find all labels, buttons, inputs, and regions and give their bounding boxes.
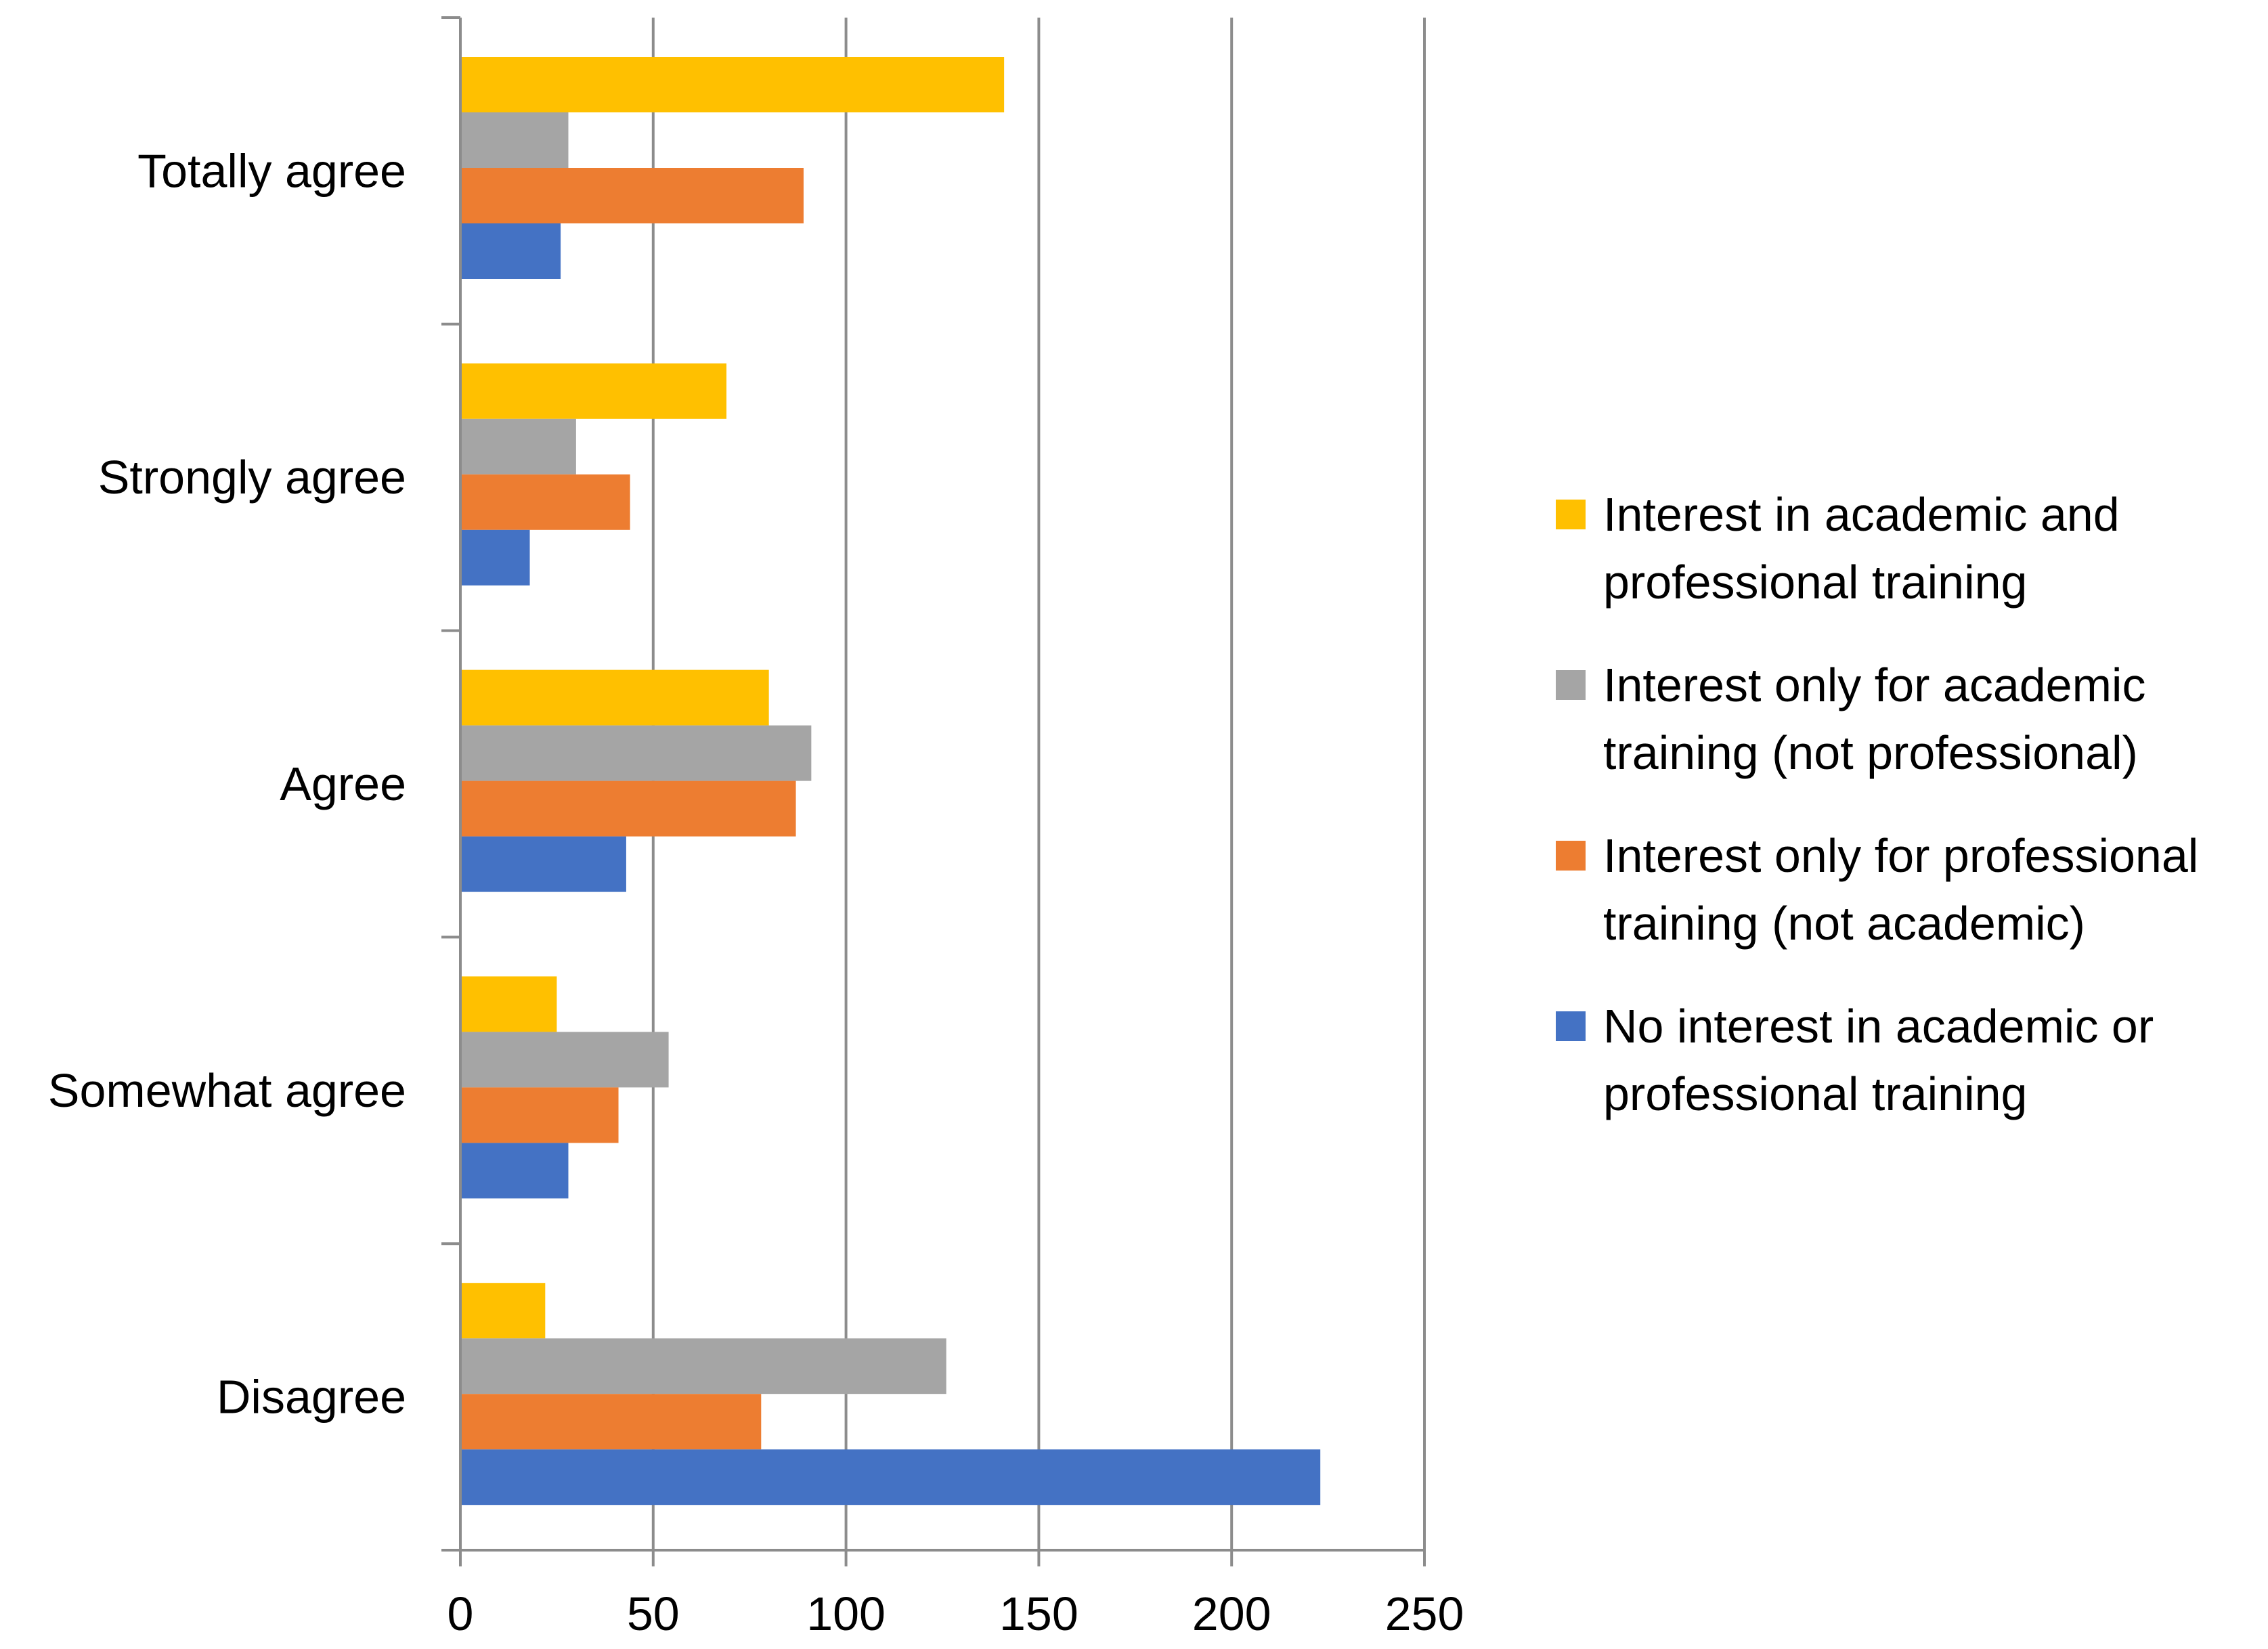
legend-label: No interest in academic or: [1603, 1000, 2154, 1053]
bar-disagree-series-2: [460, 1338, 946, 1394]
category-label: Somewhat agree: [48, 1064, 406, 1117]
category-label: Totally agree: [137, 144, 406, 197]
bar-strongly-agree-series-2: [460, 418, 576, 475]
bar-somewhat-agree-series-1: [460, 976, 557, 1032]
x-tick-label: 50: [627, 1587, 680, 1640]
x-tick-label: 200: [1192, 1587, 1271, 1640]
x-tick-label: 0: [448, 1587, 474, 1640]
bar-somewhat-agree-series-2: [460, 1032, 669, 1088]
bar-totally-agree-series-4: [460, 223, 561, 279]
x-tick-labels: 0 50 100 150 200 250: [448, 1587, 1464, 1640]
bar-disagree-series-3: [460, 1394, 762, 1450]
bar-strongly-agree-series-4: [460, 529, 530, 586]
category-label: Agree: [280, 757, 406, 810]
legend-label: professional training: [1603, 1068, 2027, 1120]
bar-totally-agree-series-3: [460, 168, 804, 223]
bar-disagree-series-1: [460, 1283, 546, 1339]
bar-agree-series-3: [460, 780, 796, 837]
bar-somewhat-agree-series-3: [460, 1087, 619, 1143]
bar-somewhat-agree-series-4: [460, 1143, 569, 1199]
legend-label: training (not academic): [1603, 897, 2085, 950]
legend-label: Interest only for professional: [1603, 829, 2198, 882]
legend-swatch: [1556, 1011, 1586, 1041]
bar-strongly-agree-series-3: [460, 474, 630, 530]
category-label: Strongly agree: [98, 451, 406, 504]
legend-swatch: [1556, 670, 1586, 700]
bar-agree-series-4: [460, 836, 626, 892]
category-label: Disagree: [217, 1371, 406, 1424]
bar-agree-series-1: [460, 669, 769, 726]
legend-label: professional training: [1603, 556, 2027, 609]
legend-label: Interest in academic and: [1603, 488, 2120, 541]
legend-swatch: [1556, 500, 1586, 529]
bar-strongly-agree-series-1: [460, 363, 727, 419]
category-labels: Totally agree Strongly agree Agree Somewhat…: [48, 144, 406, 1423]
legend-label: Interest only for academic: [1603, 659, 2145, 711]
bar-totally-agree-series-2: [460, 112, 569, 168]
x-tick-label: 100: [806, 1587, 886, 1640]
x-tick-label: 150: [999, 1587, 1078, 1640]
x-tick-label: 250: [1385, 1587, 1464, 1640]
bar-disagree-series-4: [460, 1449, 1321, 1505]
bar-totally-agree-series-1: [460, 57, 1005, 112]
axes: [441, 16, 1426, 1566]
legend: Interest in academic and professional tra…: [1556, 488, 2198, 1120]
gridlines: [651, 18, 1426, 1550]
legend-swatch: [1556, 841, 1586, 871]
legend-label: training (not professional): [1603, 726, 2138, 779]
bar-agree-series-2: [460, 725, 812, 781]
bars: [460, 57, 1321, 1505]
